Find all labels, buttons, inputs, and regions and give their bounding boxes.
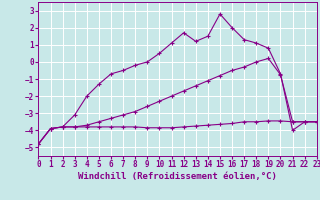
X-axis label: Windchill (Refroidissement éolien,°C): Windchill (Refroidissement éolien,°C) [78, 172, 277, 181]
